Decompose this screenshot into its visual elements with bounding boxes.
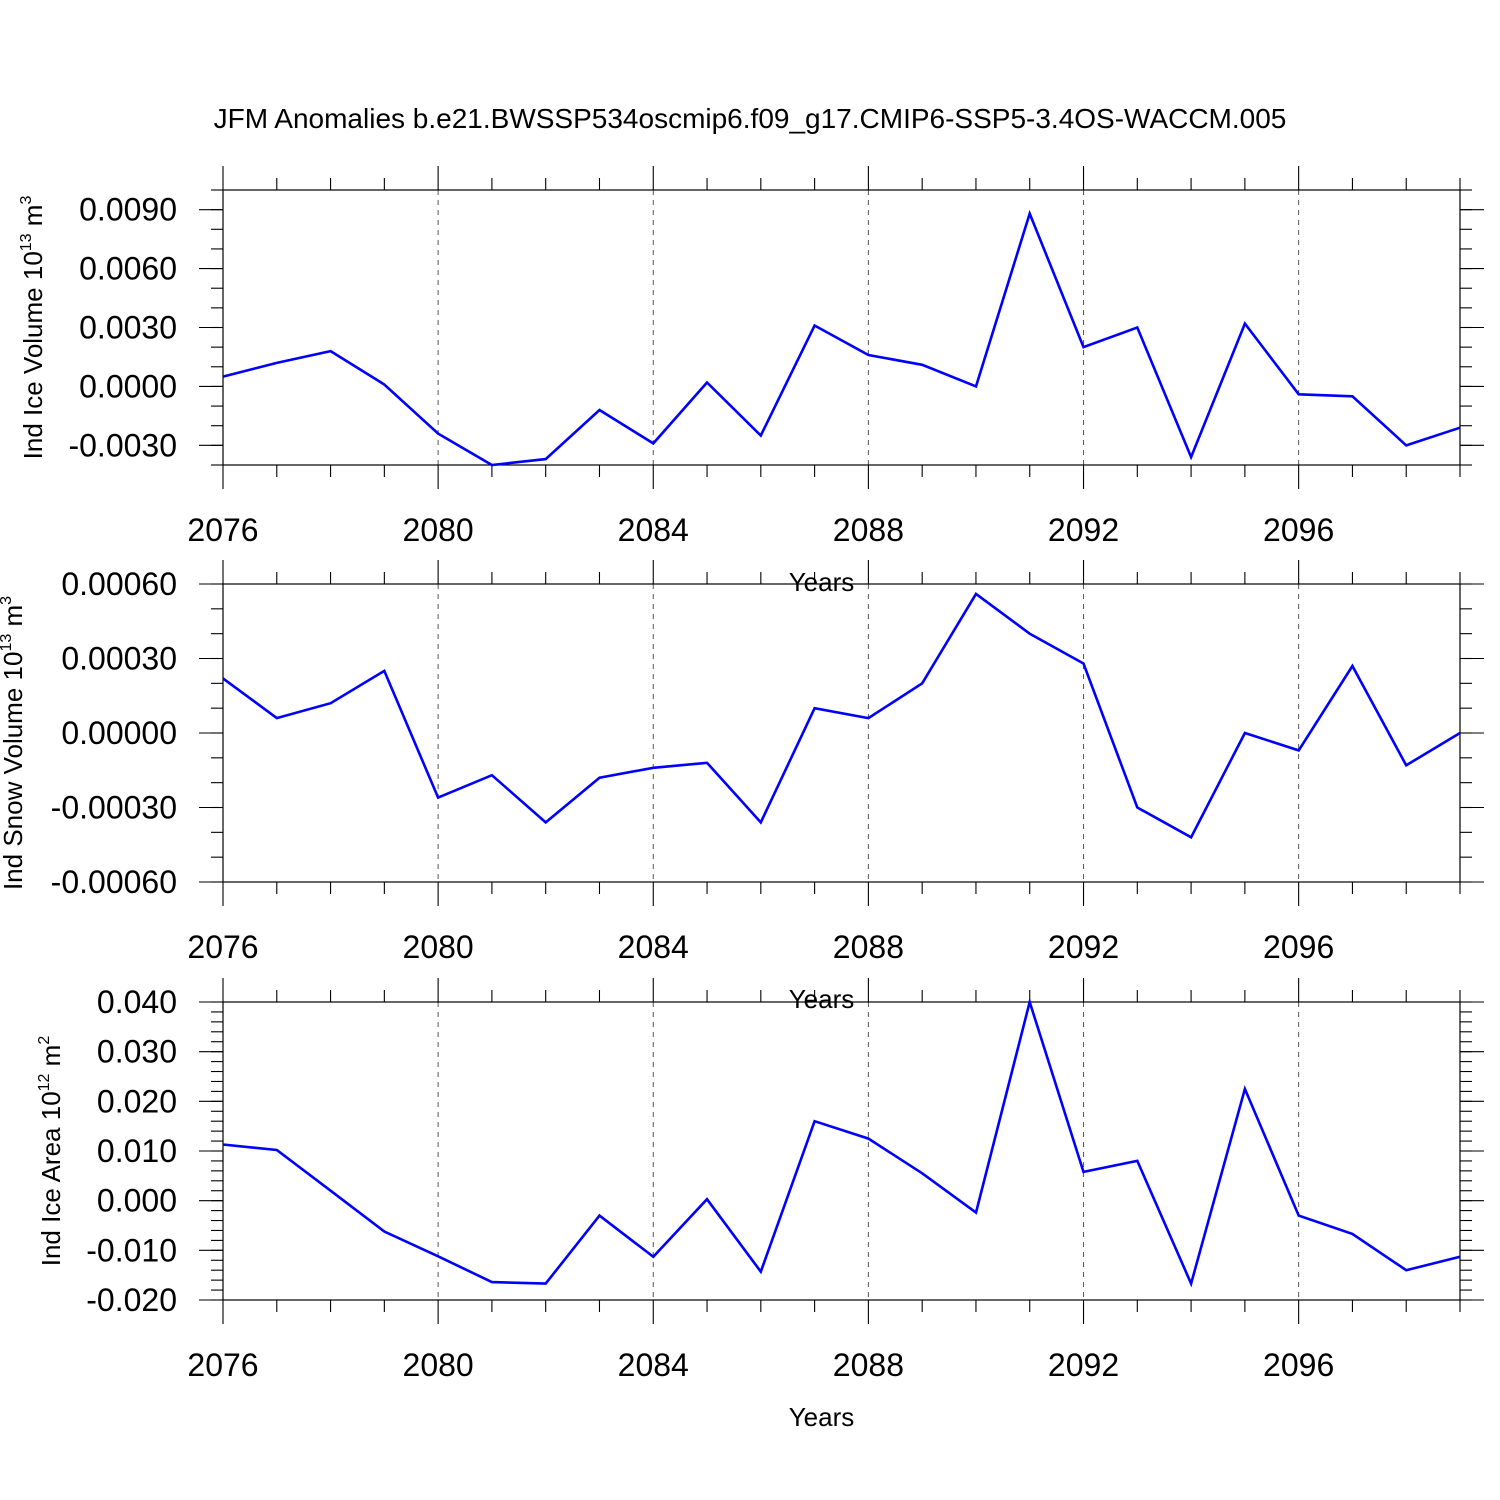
x-axis-label: Years <box>789 984 855 1014</box>
y-tick-label: -0.020 <box>86 1282 177 1318</box>
x-tick-label: 2096 <box>1263 1347 1334 1383</box>
x-tick-label: 2092 <box>1048 929 1119 965</box>
y-tick-label: 0.00030 <box>61 641 177 677</box>
panel-2: -0.00060 -0.00030 0.00000 0.00030 0.00060 207… <box>0 560 1484 1014</box>
x-axis-label: Years <box>789 567 855 597</box>
y-tick-label: 0.00000 <box>61 715 177 751</box>
y-tick-label: -0.00030 <box>51 790 177 826</box>
y-tick-label: 0.0000 <box>79 368 177 404</box>
y-axis-label-text: Ind Ice Volume 10 <box>18 251 48 459</box>
data-line <box>222 592 1461 840</box>
y-axis-label-superscript: 3 <box>0 596 15 605</box>
x-tick-label: 2076 <box>187 1347 258 1383</box>
x-tick-label: 2092 <box>1048 1347 1119 1383</box>
y-axis-label: Ind Ice Area 1012 m2 <box>36 1036 66 1267</box>
y-tick-label: 0.030 <box>97 1034 177 1070</box>
plot-frame <box>222 583 1461 883</box>
chart-title: JFM Anomalies b.e21.BWSSP534oscmip6.f09_… <box>214 103 1287 134</box>
y-axis-label-superscript: 3 <box>18 196 35 205</box>
y-tick-label: 0.00060 <box>61 566 177 602</box>
y-tick-label: 0.0060 <box>79 251 177 287</box>
y-axis-label-text: Ind Snow Volume 10 <box>0 652 28 891</box>
panels: -0.0030 0.0000 0.0030 0.0060 0.0090 2076 2080 2… <box>0 166 1484 1432</box>
x-tick-label: 2096 <box>1263 512 1334 548</box>
y-axis-label-superscript: 2 <box>36 1036 53 1045</box>
x-axis-label: Years <box>789 1402 855 1432</box>
x-tick-label: 2076 <box>187 929 258 965</box>
data-line <box>222 209 1461 467</box>
y-axis-label-superscript: 13 <box>18 233 35 251</box>
x-tick-label: 2084 <box>618 1347 689 1383</box>
y-tick-label: -0.010 <box>86 1232 177 1268</box>
x-tick-label: 2092 <box>1048 512 1119 548</box>
x-tick-label: 2096 <box>1263 929 1334 965</box>
y-tick-label: 0.040 <box>97 984 177 1020</box>
x-tick-label: 2080 <box>403 1347 474 1383</box>
x-tick-label: 2084 <box>618 929 689 965</box>
x-tick-label: 2076 <box>187 512 258 548</box>
y-axis-label: Ind Snow Volume 1013 m3 <box>0 596 28 890</box>
x-tick-label: 2088 <box>833 512 904 548</box>
y-axis-label-text: m <box>0 605 28 634</box>
y-tick-label: -0.00060 <box>51 864 177 900</box>
y-tick-label: -0.0030 <box>68 427 177 463</box>
y-tick-label: 0.0030 <box>79 310 177 346</box>
plot-frame <box>222 189 1461 466</box>
panel-1: -0.0030 0.0000 0.0030 0.0060 0.0090 2076 2080 2… <box>18 166 1484 597</box>
y-tick-label: 0.0090 <box>79 192 177 228</box>
y-axis-label-text: m <box>18 205 48 234</box>
panel-3: -0.020 -0.010 0.000 0.010 0.020 0.030 0.040 207… <box>36 978 1484 1432</box>
plot-frame <box>222 1001 1461 1301</box>
x-tick-label: 2080 <box>403 512 474 548</box>
x-tick-label: 2088 <box>833 929 904 965</box>
x-tick-label: 2088 <box>833 1347 904 1383</box>
y-tick-label: 0.010 <box>97 1133 177 1169</box>
x-tick-label: 2080 <box>403 929 474 965</box>
y-axis-label: Ind Ice Volume 1013 m3 <box>18 196 48 460</box>
y-axis-label-superscript: 12 <box>36 1073 53 1091</box>
y-axis-label-text: Ind Ice Area 10 <box>36 1091 66 1266</box>
y-axis-label-superscript: 13 <box>0 634 15 652</box>
x-tick-label: 2084 <box>618 512 689 548</box>
y-tick-label: 0.020 <box>97 1083 177 1119</box>
y-tick-label: 0.000 <box>97 1183 177 1219</box>
data-line <box>222 997 1461 1288</box>
y-axis-label-text: m <box>36 1045 66 1074</box>
